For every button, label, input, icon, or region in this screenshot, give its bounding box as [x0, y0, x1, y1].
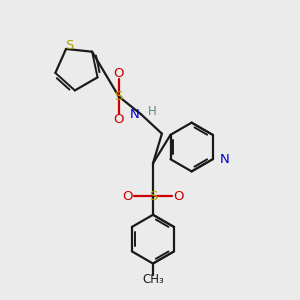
Text: N: N [130, 108, 140, 121]
Text: O: O [113, 68, 124, 80]
Text: N: N [220, 153, 230, 166]
Text: O: O [122, 190, 133, 202]
Text: S: S [65, 39, 73, 52]
Text: S: S [149, 190, 157, 202]
Text: S: S [115, 90, 123, 103]
Text: H: H [148, 105, 156, 118]
Text: O: O [113, 112, 124, 126]
Text: O: O [173, 190, 184, 202]
Text: CH₃: CH₃ [142, 273, 164, 286]
